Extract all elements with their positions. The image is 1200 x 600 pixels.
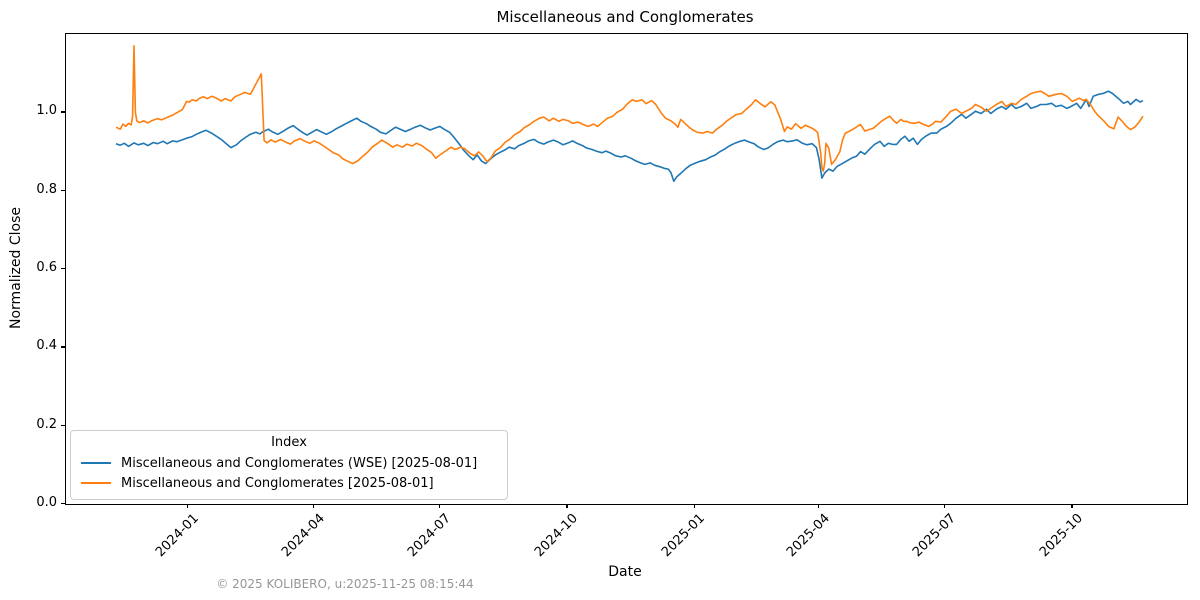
legend: Index Miscellaneous and Conglomerates (W…: [70, 430, 508, 500]
y-tick-mark: [61, 111, 65, 113]
legend-entry: Miscellaneous and Conglomerates (WSE) [2…: [79, 453, 499, 473]
x-tick-label: 2025-01: [659, 511, 709, 561]
legend-entry: Miscellaneous and Conglomerates [2025-08…: [79, 473, 499, 493]
x-tick-label: 2024-01: [152, 511, 202, 561]
copyright-footer: © 2025 KOLIBERO, u:2025-11-25 08:15:44: [216, 577, 474, 591]
x-tick-mark: [1071, 504, 1073, 508]
y-tick-label: 0.8: [36, 181, 57, 197]
x-tick-label: 2025-07: [909, 511, 959, 561]
legend-line-swatch: [81, 482, 111, 484]
plot-area: [65, 33, 1188, 505]
legend-line-swatch-wse: [81, 462, 111, 464]
x-tick-label: 2024-04: [278, 511, 328, 561]
chart-title: Miscellaneous and Conglomerates: [496, 8, 754, 26]
x-tick-mark: [312, 504, 315, 508]
series-line-1: [115, 45, 1144, 172]
x-tick-label: 2024-07: [404, 511, 454, 561]
y-tick-label: 1.0: [36, 103, 57, 119]
y-tick-mark: [61, 189, 65, 191]
x-tick-label: 2024-10: [531, 511, 581, 561]
y-tick-label: 0.6: [36, 260, 57, 275]
y-tick-mark: [61, 268, 65, 270]
y-tick-label: 0.4: [36, 338, 57, 354]
x-axis-title: Date: [608, 564, 642, 580]
line-chart-canvas: [115, 45, 1144, 183]
x-tick-mark: [944, 504, 946, 508]
y-tick-mark: [61, 346, 65, 348]
y-tick-mark: [61, 424, 65, 426]
y-tick-mark: [61, 503, 65, 505]
y-axis-title: Normalized Close: [8, 207, 24, 329]
series-line-0: [115, 90, 1144, 183]
legend-title: Index: [271, 435, 307, 450]
x-tick-mark: [566, 504, 568, 508]
legend-label: Miscellaneous and Conglomerates [2025-08…: [121, 475, 434, 491]
x-tick-label: 2025-04: [783, 511, 833, 561]
x-tick-mark: [818, 504, 820, 508]
x-tick-mark: [186, 504, 189, 508]
x-tick-mark: [438, 504, 441, 508]
y-tick-label: 0.2: [36, 416, 57, 432]
y-tick-label: 0.0: [36, 495, 57, 510]
x-tick-mark: [693, 504, 695, 508]
x-tick-label: 2025-10: [1037, 511, 1087, 561]
legend-label: Miscellaneous and Conglomerates (WSE) [2…: [121, 455, 478, 471]
